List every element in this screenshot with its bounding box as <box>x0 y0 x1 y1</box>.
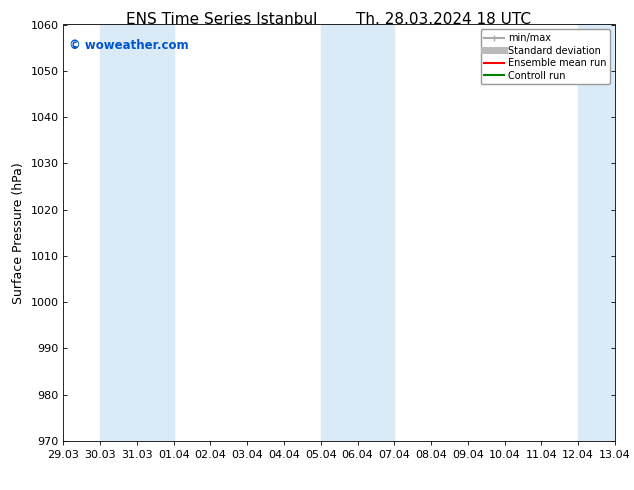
Y-axis label: Surface Pressure (hPa): Surface Pressure (hPa) <box>12 162 25 304</box>
Text: Th. 28.03.2024 18 UTC: Th. 28.03.2024 18 UTC <box>356 12 531 27</box>
Legend: min/max, Standard deviation, Ensemble mean run, Controll run: min/max, Standard deviation, Ensemble me… <box>481 29 610 84</box>
Bar <box>578 24 633 441</box>
Bar <box>321 24 394 441</box>
Text: ENS Time Series Istanbul: ENS Time Series Istanbul <box>126 12 318 27</box>
Bar <box>100 24 174 441</box>
Text: © woweather.com: © woweather.com <box>69 39 188 52</box>
